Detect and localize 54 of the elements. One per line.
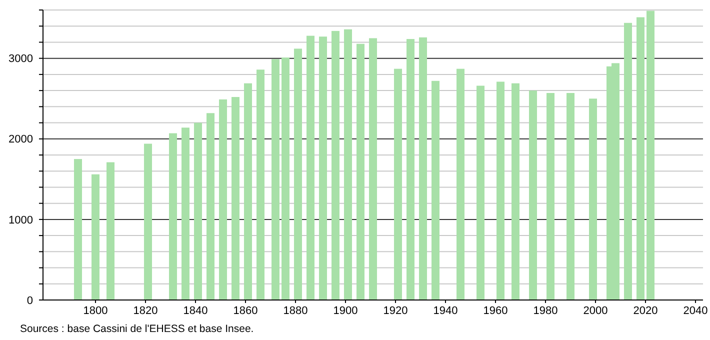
bar bbox=[182, 128, 190, 300]
bar bbox=[144, 144, 152, 300]
bar bbox=[512, 83, 520, 300]
bar bbox=[92, 174, 100, 300]
bar bbox=[419, 37, 427, 300]
x-tick-label: 1840 bbox=[183, 305, 208, 317]
bar bbox=[356, 44, 364, 300]
bar bbox=[646, 10, 654, 300]
bar bbox=[496, 82, 504, 300]
x-tick-label: 1920 bbox=[383, 305, 408, 317]
bar bbox=[169, 133, 177, 300]
x-tick-label: 2040 bbox=[683, 305, 708, 317]
y-tick-label: 2000 bbox=[8, 134, 33, 146]
bar bbox=[332, 30, 340, 300]
bar bbox=[456, 68, 464, 300]
bar bbox=[369, 38, 377, 300]
bar bbox=[529, 90, 537, 300]
bar bbox=[106, 162, 114, 300]
x-tick-label: 1940 bbox=[433, 305, 458, 317]
x-tick-label: 1860 bbox=[233, 305, 258, 317]
y-tick-label: 3000 bbox=[8, 53, 33, 66]
source-note: Sources : base Cassini de l'EHESS et base Insee. bbox=[20, 323, 254, 335]
bar bbox=[636, 17, 644, 300]
bar bbox=[394, 68, 402, 300]
bar bbox=[232, 97, 240, 300]
bar bbox=[272, 59, 280, 300]
x-tick-label: 1820 bbox=[133, 305, 158, 317]
bar bbox=[589, 98, 597, 300]
x-tick-label: 2000 bbox=[583, 305, 608, 317]
bar bbox=[319, 36, 327, 300]
bar bbox=[219, 99, 227, 300]
bar bbox=[432, 80, 440, 300]
x-tick-label: 1960 bbox=[483, 305, 508, 317]
bar bbox=[476, 86, 484, 300]
bar bbox=[244, 83, 252, 300]
bar bbox=[306, 36, 314, 300]
bar bbox=[624, 22, 632, 300]
y-tick-label: 0 bbox=[26, 294, 33, 307]
y-tick-label: 1000 bbox=[8, 214, 33, 226]
bar bbox=[344, 29, 352, 300]
bar bbox=[406, 39, 414, 300]
x-tick-label: 1980 bbox=[533, 305, 558, 317]
bar bbox=[294, 48, 302, 300]
x-tick-label: 1880 bbox=[283, 305, 308, 317]
x-tick-label: 1900 bbox=[333, 305, 358, 317]
bar bbox=[566, 92, 574, 300]
bar bbox=[194, 122, 202, 300]
bar bbox=[206, 113, 214, 300]
bar bbox=[256, 70, 264, 300]
x-tick-label: 1800 bbox=[83, 305, 108, 317]
bar bbox=[74, 159, 82, 300]
bar bbox=[546, 92, 554, 300]
x-tick-label: 2020 bbox=[633, 305, 658, 317]
bar bbox=[282, 58, 290, 300]
